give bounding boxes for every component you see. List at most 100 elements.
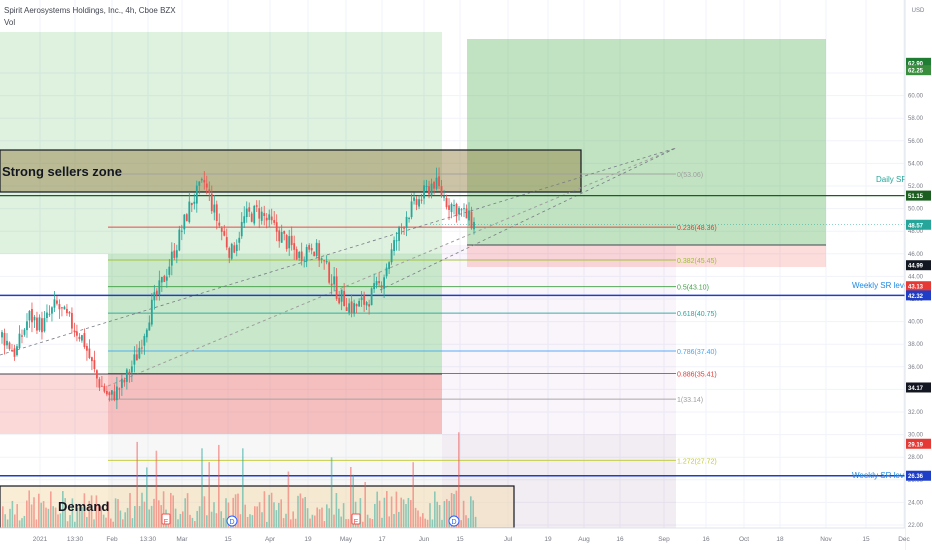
earnings-event-marker[interactable]: E bbox=[161, 513, 171, 526]
volume-bar bbox=[14, 514, 16, 528]
volume-bar bbox=[410, 500, 412, 528]
volume-bar bbox=[426, 519, 429, 528]
long-position-stop-zone-inner bbox=[108, 374, 442, 434]
volume-bar bbox=[26, 500, 28, 528]
candle-body bbox=[223, 230, 226, 236]
candle-body bbox=[463, 208, 465, 210]
strong-sellers-zone-box bbox=[0, 149, 582, 193]
long-position-profit-zone-inner bbox=[108, 254, 442, 374]
price-badge-label: 44.99 bbox=[908, 264, 924, 270]
time-tick-label: 13:30 bbox=[140, 536, 157, 543]
candle-body bbox=[28, 310, 31, 321]
volume-bar bbox=[414, 507, 417, 528]
candle-body bbox=[403, 227, 405, 229]
candle-body bbox=[418, 199, 420, 207]
candle-body bbox=[26, 321, 28, 331]
volume-bar bbox=[450, 492, 453, 528]
volume-bar bbox=[266, 521, 268, 528]
volume-bar bbox=[386, 491, 388, 528]
time-tick-label: 18 bbox=[776, 536, 784, 543]
candle-body bbox=[175, 250, 178, 258]
volume-bar bbox=[398, 511, 400, 528]
candle-body bbox=[328, 262, 331, 283]
price-axis[interactable]: USD62.0060.0058.0056.0054.0052.0050.0048… bbox=[904, 0, 932, 550]
time-tick-label: Jul bbox=[504, 536, 513, 543]
volume-bar bbox=[210, 511, 213, 528]
volume-bar bbox=[21, 518, 23, 528]
time-tick-label: 17 bbox=[378, 536, 386, 543]
volume-bar bbox=[352, 474, 354, 528]
earnings-event-marker[interactable]: E bbox=[351, 513, 361, 526]
volume-bar bbox=[374, 503, 376, 528]
volume-bar bbox=[206, 515, 208, 528]
volume-indicator-label[interactable]: Vol bbox=[4, 18, 16, 27]
annotations-layer: Strong sellers zone Demand Daily SR Weekly … bbox=[2, 164, 910, 527]
candle-body bbox=[305, 247, 308, 262]
volume-bar bbox=[59, 513, 62, 528]
candle-body bbox=[258, 208, 261, 219]
candle-body bbox=[13, 348, 16, 357]
candle-body bbox=[468, 210, 470, 221]
candle-body bbox=[343, 290, 346, 306]
candle-body bbox=[83, 333, 86, 348]
candle-body bbox=[178, 229, 181, 251]
candle-body bbox=[400, 226, 403, 229]
candle-body bbox=[310, 247, 313, 251]
candle-body bbox=[388, 262, 390, 270]
time-tick-label: 2021 bbox=[33, 536, 48, 543]
volume-bar bbox=[371, 519, 374, 528]
volume-bar bbox=[114, 498, 117, 528]
volume-bar bbox=[213, 502, 215, 528]
candle-body bbox=[213, 204, 216, 213]
volume-bar bbox=[333, 514, 335, 528]
dividend-event-marker[interactable]: D bbox=[448, 515, 460, 527]
volume-bar bbox=[402, 499, 405, 528]
candle-body bbox=[100, 385, 103, 387]
price-badge bbox=[906, 438, 931, 449]
candle-body bbox=[148, 322, 151, 331]
volume-bar bbox=[38, 493, 40, 528]
volume-bar bbox=[424, 518, 426, 528]
time-tick-label: Nov bbox=[820, 536, 832, 543]
candle-body bbox=[303, 259, 306, 261]
upper-trend-line bbox=[0, 147, 677, 356]
price-tick-label: 44.00 bbox=[908, 274, 924, 280]
candle-body bbox=[435, 177, 438, 189]
dividend-event-marker[interactable]: D bbox=[226, 515, 238, 527]
time-tick-label: May bbox=[340, 536, 353, 543]
time-tick-label: Sep bbox=[658, 536, 670, 543]
candle-body bbox=[383, 277, 385, 289]
candle-body bbox=[155, 290, 158, 295]
candle-body bbox=[260, 211, 263, 221]
volume-bar bbox=[150, 505, 153, 528]
candle-body bbox=[235, 244, 238, 252]
candle-body bbox=[473, 221, 475, 230]
candle-body bbox=[355, 304, 358, 307]
volume-bar bbox=[350, 466, 352, 528]
volume-bar bbox=[124, 512, 126, 528]
fib-level-label: 1(33.14) bbox=[677, 397, 703, 404]
candle-body bbox=[320, 258, 323, 260]
time-tick-label: 13:30 bbox=[67, 536, 84, 543]
time-tick-label: 15 bbox=[456, 536, 464, 543]
candle-body bbox=[53, 299, 56, 308]
volume-bar bbox=[131, 518, 134, 528]
candle-body bbox=[405, 216, 408, 228]
volume-bar bbox=[88, 500, 90, 528]
volume-bar bbox=[9, 508, 11, 528]
volume-bar bbox=[66, 521, 69, 528]
candles-layer bbox=[1, 167, 475, 410]
time-axis[interactable]: 2021 13:30 Feb 13:30 Mar 15 Apr 19 May 17 Jun 15 Jul… bbox=[0, 527, 911, 550]
volume-bar bbox=[326, 504, 328, 528]
candle-body bbox=[313, 251, 316, 257]
volume-bar bbox=[4, 514, 6, 528]
candle-body bbox=[108, 392, 111, 396]
candle-body bbox=[428, 186, 430, 195]
volume-bar bbox=[160, 505, 162, 528]
candle-body bbox=[345, 307, 348, 311]
volume-bar bbox=[273, 502, 275, 528]
volume-bar bbox=[472, 500, 474, 528]
volume-bar bbox=[146, 467, 148, 528]
